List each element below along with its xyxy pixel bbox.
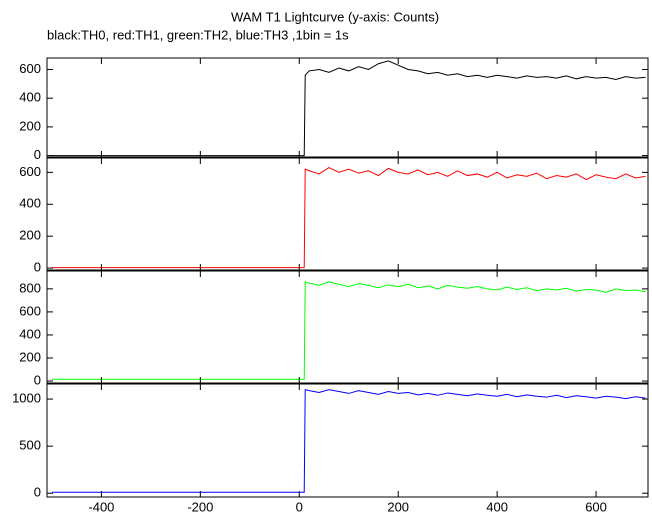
- y-tick-label: 500: [19, 438, 41, 453]
- light-curve: [51, 166, 646, 269]
- chart-subtitle: black:TH0, red:TH1, green:TH2, blue:TH3 …: [47, 27, 349, 42]
- x-tick-label: 0: [296, 499, 303, 514]
- light-curve: [51, 389, 646, 493]
- x-tick-label: 200: [387, 499, 409, 514]
- y-tick-label: 1000: [12, 391, 41, 406]
- y-tick-label: 600: [19, 61, 41, 76]
- y-tick-label: 400: [19, 196, 41, 211]
- light-curve: [51, 281, 646, 380]
- panel-frame: [46, 383, 649, 498]
- chart-title: WAM T1 Lightcurve (y-axis: Counts): [231, 9, 439, 24]
- y-tick-label: 400: [19, 90, 41, 105]
- y-tick-label: 0: [34, 485, 41, 500]
- y-tick-label: 200: [19, 118, 41, 133]
- x-tick-label: 600: [585, 499, 607, 514]
- x-tick-label: 400: [486, 499, 508, 514]
- x-tick-label: -200: [187, 499, 213, 514]
- y-tick-label: 0: [34, 147, 41, 162]
- y-tick-label: 800: [19, 280, 41, 295]
- y-tick-label: 200: [19, 228, 41, 243]
- panel-frame: [46, 270, 649, 384]
- light-curve: [51, 60, 646, 157]
- y-tick-label: 400: [19, 326, 41, 341]
- x-tick-label: -400: [88, 499, 114, 514]
- y-tick-label: 600: [19, 303, 41, 318]
- panel-frame: [46, 57, 649, 158]
- y-tick-label: 200: [19, 349, 41, 364]
- y-tick-label: 0: [34, 372, 41, 387]
- y-tick-label: 0: [34, 260, 41, 275]
- y-tick-label: 600: [19, 164, 41, 179]
- panel-frame: [46, 157, 649, 271]
